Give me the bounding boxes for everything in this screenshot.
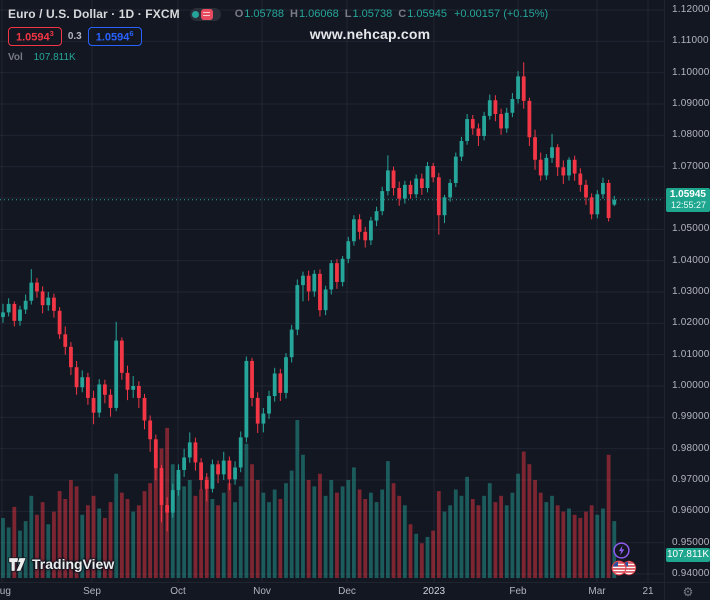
price-tick-label: 1.02000	[672, 317, 710, 329]
time-tick-label: Dec	[338, 586, 356, 597]
ohlc-values: O1.05788 H1.06068 L1.05738 C1.05945 +0.0…	[235, 8, 548, 20]
low-value: 1.05738	[352, 8, 393, 20]
time-tick-label: Nov	[253, 586, 271, 597]
volume-value: 107.811K	[33, 52, 76, 63]
time-tick-label: Oct	[170, 586, 186, 597]
tradingview-logo[interactable]: TradingView	[8, 556, 114, 572]
ask-pip: 6	[129, 28, 134, 38]
gear-icon[interactable]: ⚙	[682, 585, 694, 599]
legend: Euro / U.S. Dollar · 1D · FXCM O1.05788 …	[8, 6, 548, 63]
bar-countdown: 12:55:27	[670, 199, 706, 210]
time-tick-label: Aug	[0, 586, 11, 597]
open-label: O	[234, 8, 244, 20]
low-label: L	[344, 8, 352, 20]
axis-settings-corner: ⚙	[664, 582, 710, 600]
event-markers	[611, 542, 653, 578]
high-label: H	[290, 8, 298, 20]
price-tick-label: 1.05000	[672, 223, 710, 235]
time-tick-label: Feb	[509, 586, 527, 597]
price-axis[interactable]: 1.05945 12:55:27 107.811K 1.12000 1.11000…	[664, 0, 710, 582]
price-tick-label: 1.09000	[672, 98, 710, 109]
watermark-text: www.nehcap.com	[309, 26, 431, 42]
price-tick-label: 0.96000	[672, 505, 710, 517]
price-tick-label: 0.98000	[672, 442, 710, 454]
volume-label: Vol	[8, 52, 23, 63]
price-tick-label: 1.01000	[672, 348, 710, 360]
price-tick-label: 1.10000	[672, 66, 710, 78]
last-price-value: 1.05945	[669, 188, 706, 200]
us-flag-events-icon[interactable]	[611, 560, 641, 576]
market-status-icon	[200, 8, 213, 20]
chart-pane[interactable]	[0, 0, 664, 582]
close-value: 1.05945	[407, 8, 447, 20]
close-label: C	[398, 8, 407, 20]
price-tick-label: 1.03000	[672, 286, 710, 297]
open-value: 1.05788	[244, 8, 285, 20]
bid-pip: 3	[49, 28, 54, 38]
visibility-toggle[interactable]	[189, 7, 221, 21]
price-tick-label: 1.08000	[672, 129, 710, 141]
price-tick-label: 1.12000	[672, 4, 710, 15]
time-tick-label: Mar	[588, 586, 606, 597]
lightning-icon[interactable]	[613, 542, 630, 559]
symbol-title[interactable]: Euro / U.S. Dollar · 1D · FXCM	[8, 7, 180, 21]
price-tick-label: 0.99000	[672, 411, 710, 423]
price-tick-label: 0.97000	[672, 474, 710, 485]
price-tick-label: 1.11000	[672, 35, 709, 47]
time-axis[interactable]: Aug Sep Oct Nov Dec 2023 Feb Mar 21	[0, 582, 664, 600]
time-tick-label: Sep	[83, 586, 101, 597]
candlestick-canvas[interactable]	[0, 0, 664, 582]
change-value: +0.00157 (+0.15%)	[453, 8, 549, 20]
tradingview-mark-icon	[8, 556, 27, 572]
time-tick-label: 21	[642, 586, 654, 597]
tradingview-logo-text: TradingView	[32, 556, 115, 572]
sell-bid-button[interactable]: 1.05943	[8, 26, 62, 47]
time-tick-label: 2023	[422, 586, 446, 597]
toggle-dot-icon	[191, 10, 199, 18]
volume-indicator-row[interactable]: Vol 107.811K	[8, 52, 548, 63]
high-value: 1.06068	[298, 8, 339, 20]
ask-price: 1.0594	[95, 31, 130, 44]
price-tick-label: 1.00000	[672, 380, 710, 391]
price-tick-label: 0.94000	[672, 568, 710, 579]
price-tick-label: 1.07000	[672, 160, 710, 172]
last-price-badge[interactable]: 1.05945 12:55:27	[666, 187, 710, 212]
spread-value: 0.3	[67, 31, 82, 42]
buy-ask-button[interactable]: 1.05946	[87, 26, 142, 47]
price-tick-label: 0.95000	[672, 536, 710, 548]
volume-axis-badge: 107.811K	[666, 548, 710, 562]
bid-price: 1.0594	[16, 31, 50, 44]
price-tick-label: 1.04000	[672, 254, 710, 266]
